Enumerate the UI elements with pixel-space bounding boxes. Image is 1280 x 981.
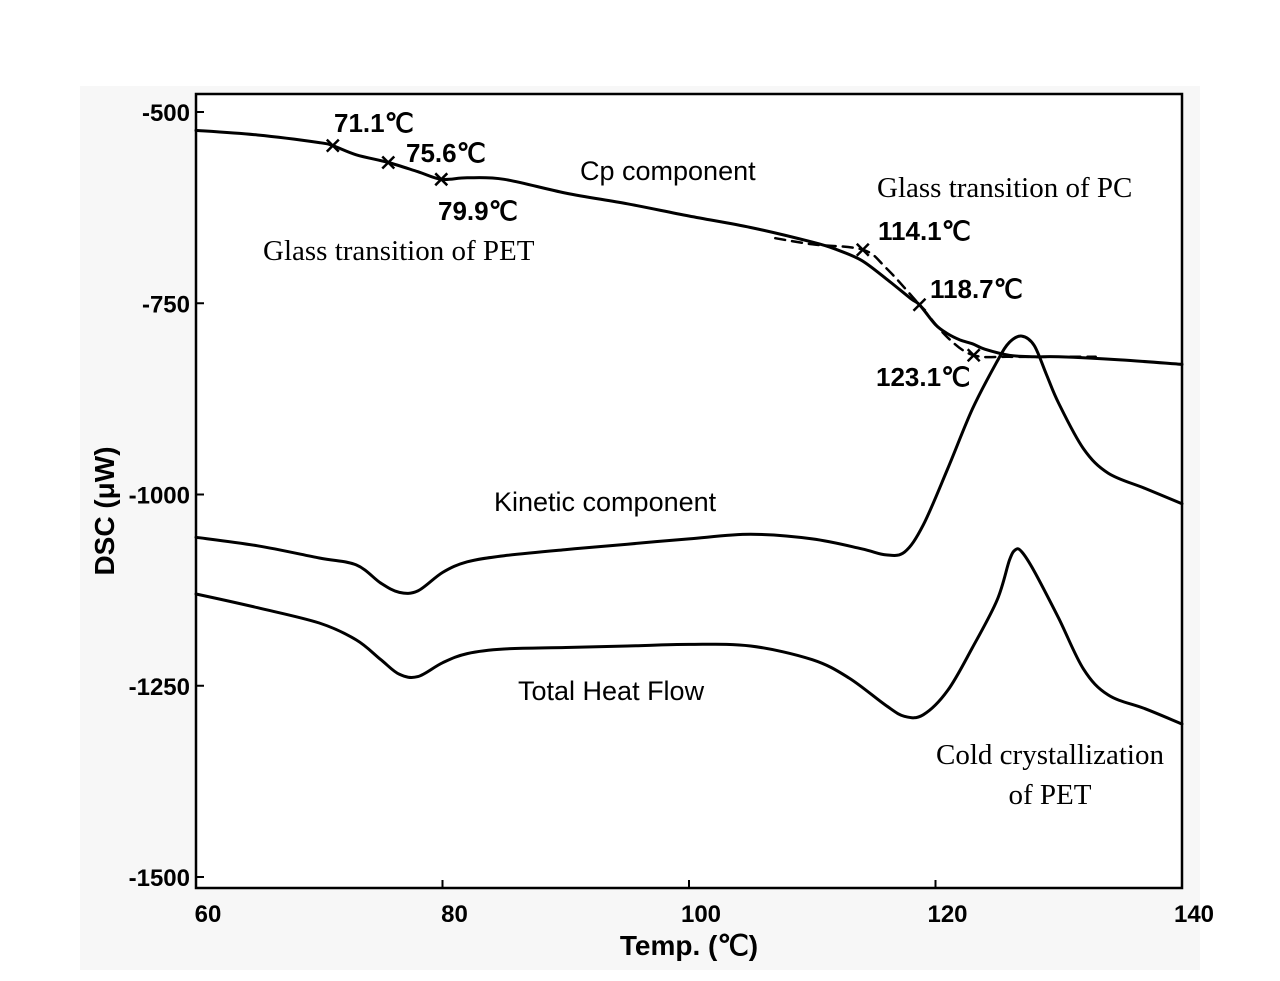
label-cp-component: Cp component bbox=[580, 156, 756, 186]
temp-label-114-1: 114.1℃ bbox=[878, 216, 971, 246]
x-tick-label-3: 120 bbox=[927, 901, 967, 928]
y-tick-label-4: -1500 bbox=[129, 865, 190, 892]
transition-marker-71-1 bbox=[325, 138, 340, 153]
temp-label-123-1: 123.1℃ bbox=[876, 362, 970, 392]
x-tick-label-1: 80 bbox=[441, 901, 468, 928]
temp-label-75-6: 75.6℃ bbox=[406, 138, 486, 168]
transition-marker-79-9 bbox=[434, 172, 449, 187]
y-tick-label-1: -750 bbox=[142, 291, 190, 318]
transition-marker-114-1 bbox=[855, 242, 870, 257]
transition-marker-118-7 bbox=[912, 297, 927, 312]
temp-label-118-7: 118.7℃ bbox=[930, 274, 1023, 304]
plot-area bbox=[194, 92, 1184, 890]
axis-ticks: 60 80 100 120 140 -500 -750 -1000 -1250 -1500 bbox=[129, 100, 1214, 928]
label-total-heat-flow: Total Heat Flow bbox=[518, 676, 705, 706]
x-axis-title: Temp. (℃) bbox=[620, 930, 758, 961]
y-tick-label-3: -1250 bbox=[129, 674, 190, 701]
label-cold-crystallization-line2: of PET bbox=[1009, 779, 1092, 811]
label-glass-transition-pet: Glass transition of PET bbox=[263, 235, 535, 267]
label-glass-transition-pc: Glass transition of PC bbox=[877, 172, 1132, 204]
transition-marker-75-6 bbox=[381, 155, 396, 170]
x-tick-label-0: 60 bbox=[195, 901, 222, 928]
series-line-kinetic bbox=[194, 334, 1184, 595]
label-cold-crystallization-line1: Cold crystallization bbox=[936, 739, 1164, 771]
y-axis-title: DSC (μW) bbox=[89, 446, 120, 575]
x-tick-label-4: 140 bbox=[1174, 901, 1214, 928]
transition-marker-123-1 bbox=[966, 348, 981, 363]
x-tick-label-2: 100 bbox=[681, 901, 721, 928]
series-line-total bbox=[194, 547, 1184, 726]
transition-markers bbox=[325, 138, 981, 363]
temp-label-71-1: 71.1℃ bbox=[334, 108, 414, 138]
temp-label-79-9: 79.9℃ bbox=[438, 196, 518, 226]
series-line-cp-extrapolation bbox=[774, 236, 1097, 359]
label-kinetic-component: Kinetic component bbox=[494, 487, 717, 517]
curves bbox=[194, 128, 1184, 726]
y-tick-label-0: -500 bbox=[142, 100, 190, 127]
y-tick-label-2: -1000 bbox=[129, 483, 190, 510]
